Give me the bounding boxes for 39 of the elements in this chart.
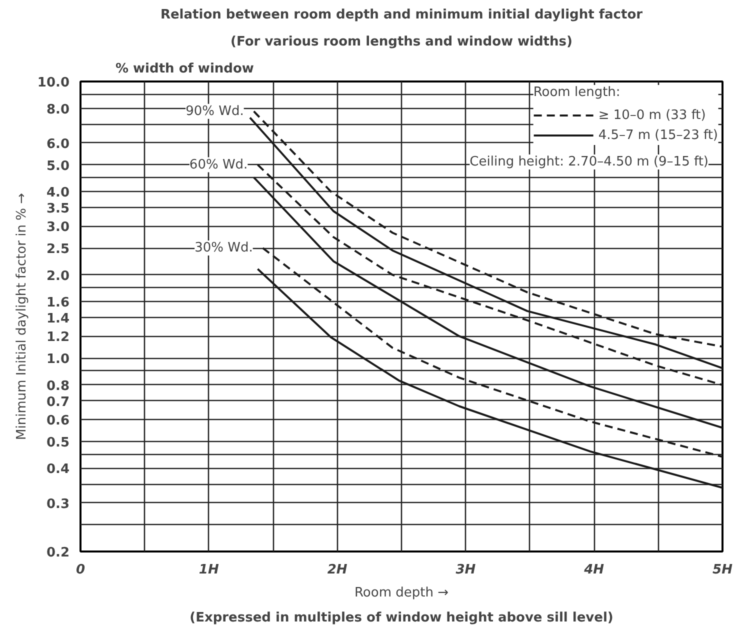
y-tick-label: 0.6	[46, 414, 70, 429]
legend-label: ≥ 10–0 m (33 ft)	[598, 108, 706, 122]
annotation: 30% Wd.	[194, 240, 253, 256]
y-tick-label: 0.8	[46, 378, 70, 394]
chart-subtitle: (For various room lengths and window widths)	[230, 34, 572, 50]
annotation: 90% Wd.	[186, 104, 244, 119]
x-tick-label: 1H	[198, 562, 219, 578]
y-tick-label: 1.6	[46, 296, 70, 311]
y-tick-label: 0.3	[46, 496, 70, 512]
y-tick-label: 4.0	[46, 186, 70, 201]
y-tick-label: 2.5	[46, 242, 70, 258]
y-tick-label: 8.0	[46, 102, 70, 118]
y-tick-label: 0.7	[46, 394, 70, 410]
x-tick-label: 4H	[583, 562, 604, 578]
y-tick-label: 1.2	[46, 330, 70, 346]
chart-title: Relation between room depth and minimum initial daylight factor	[160, 8, 644, 22]
y-tick-label: 2.0	[46, 268, 70, 284]
text: (Expressed in multiples of window height above sill level)	[190, 610, 614, 626]
x-tick-label: 2H	[327, 562, 348, 578]
y-tick-label: 5.0	[46, 158, 70, 174]
y-tick-label: 0.2	[46, 546, 70, 560]
x-axis-title: Room depth →	[354, 586, 449, 600]
y-tick-label: 3.5	[46, 202, 70, 217]
y-axis-title: Minimum Initial daylight factor in % →	[14, 192, 30, 440]
annotation: Ceiling height: 2.70–4.50 m (9–15 ft)	[470, 154, 709, 170]
x-tick-label: 0	[76, 562, 86, 578]
legend-title: Room length:	[533, 85, 622, 100]
y-tick-label: 1.0	[46, 352, 70, 368]
y-tick-label: 10.0	[37, 76, 70, 90]
y-tick-label: 0.4	[46, 462, 70, 478]
y-tick-label: 1.4	[46, 312, 70, 327]
text: % width of window	[116, 62, 254, 76]
annotation: 60% Wd.	[189, 157, 248, 172]
x-tick-label: 5H	[712, 562, 733, 578]
legend-label: 4.5–7 m (15–23 ft)	[598, 128, 718, 142]
x-tick-label: 3H	[456, 562, 476, 578]
y-tick-label: 3.0	[46, 220, 70, 236]
y-tick-label: 0.5	[46, 435, 70, 450]
y-tick-label: 6.0	[46, 136, 70, 152]
